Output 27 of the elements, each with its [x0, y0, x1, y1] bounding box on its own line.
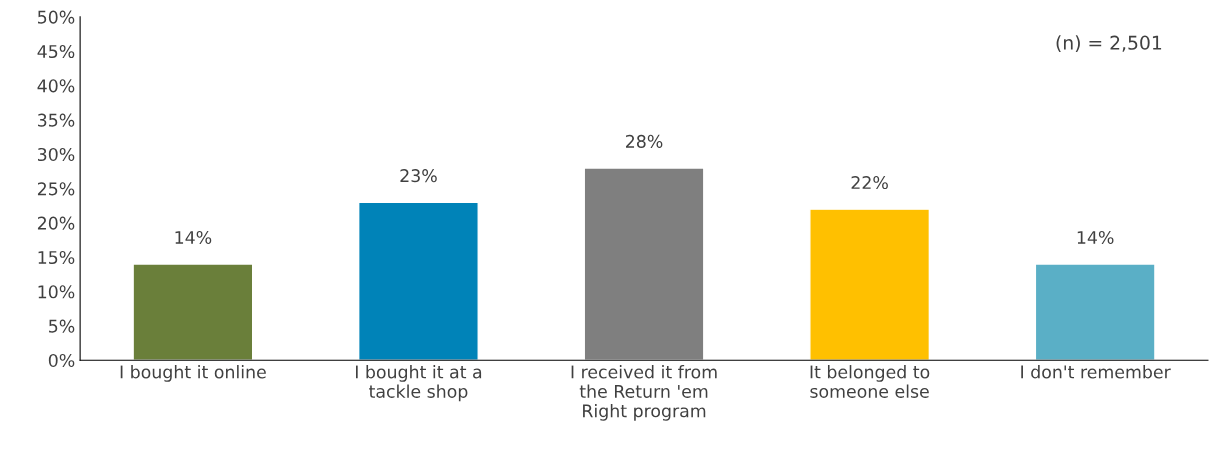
- y-tick-label: 5%: [49, 319, 75, 333]
- y-tick-label: 20%: [37, 216, 75, 230]
- data-label: 14%: [1077, 230, 1114, 245]
- x-tick-label: I don't remember: [1021, 365, 1171, 379]
- bar: [1034, 263, 1156, 361]
- y-tick-label: 15%: [38, 250, 75, 265]
- y-tick-label: 25%: [37, 182, 75, 196]
- data-label: 14%: [175, 230, 212, 245]
- data-label: 28%: [626, 134, 663, 148]
- y-tick-label: 35%: [38, 113, 75, 127]
- x-tick-label: I bought it online: [120, 365, 266, 382]
- bar: [583, 167, 705, 361]
- annotation: (n) = 2,501: [1056, 35, 1162, 52]
- x-tick-label: I bought it at a tackle shop: [355, 365, 482, 402]
- y-tick-label: 0%: [48, 353, 75, 368]
- y-tick-label: 40%: [37, 79, 75, 93]
- data-label: 22%: [851, 175, 888, 190]
- bar: [809, 208, 931, 361]
- y-tick-label: 30%: [38, 147, 75, 162]
- y-tick-label: 10%: [38, 285, 75, 299]
- x-tick-label: It belonged to someone else: [810, 365, 930, 398]
- x-tick-label: I received it from the Return 'em Right program: [571, 365, 717, 421]
- y-tick-label: 45%: [37, 44, 75, 59]
- data-label: 23%: [400, 169, 437, 183]
- y-tick-label: 50%: [38, 10, 75, 24]
- bar: [132, 263, 254, 361]
- bar: [357, 201, 479, 361]
